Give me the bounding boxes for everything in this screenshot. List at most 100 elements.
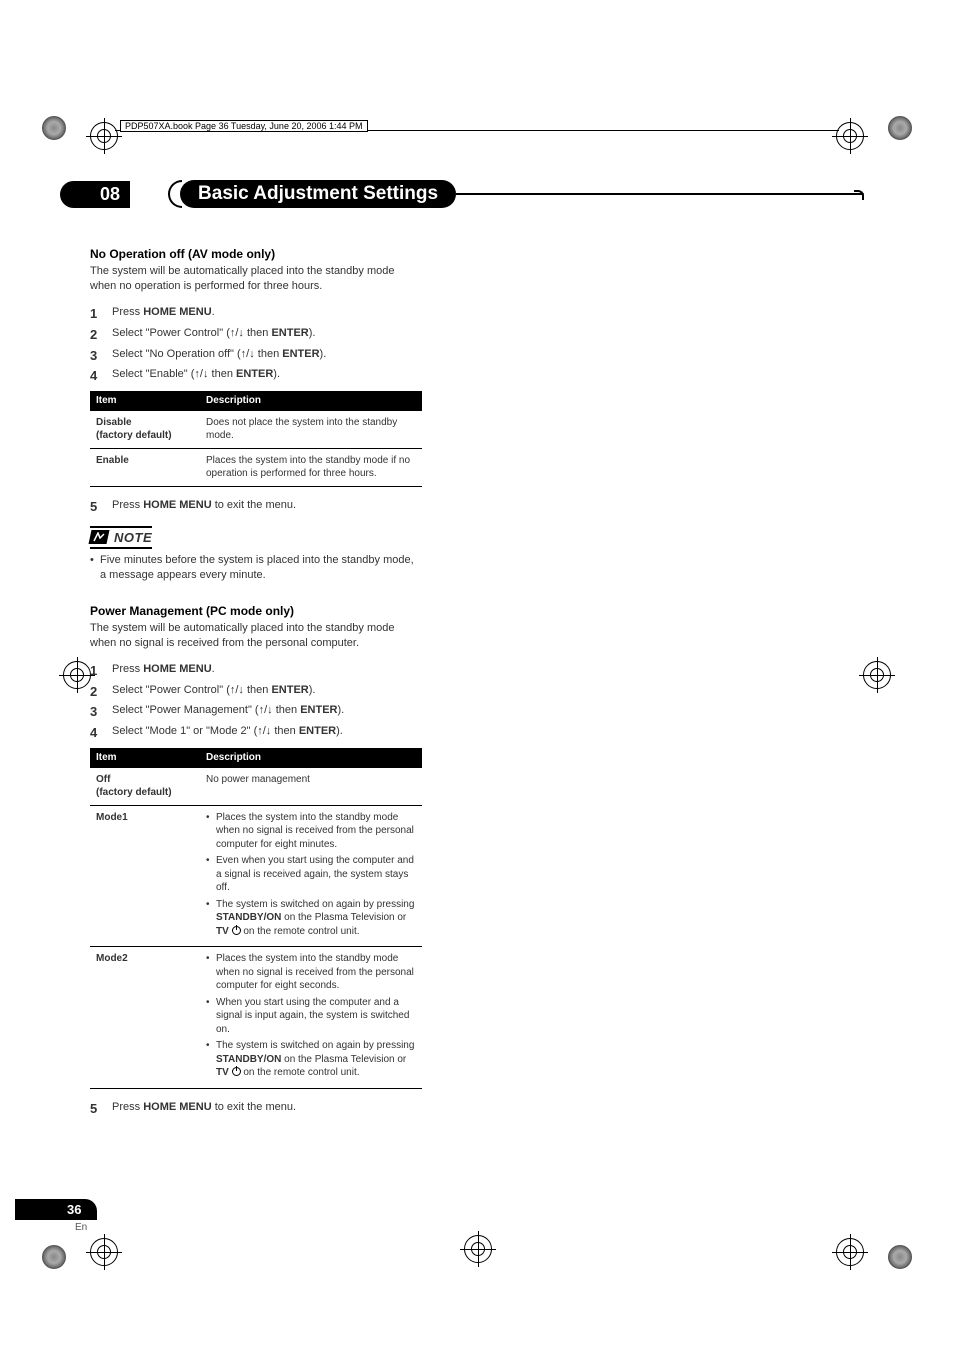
page-language: En	[75, 1222, 137, 1233]
table-row: Enable Places the system into the standb…	[90, 448, 422, 486]
desc-key: STANDBY/ON	[216, 1054, 281, 1065]
options-table: Item Description Disable (factory default…	[90, 391, 422, 487]
item-name: Disable	[96, 417, 132, 428]
desc-text: on the remote control unit.	[241, 926, 360, 937]
step-text: then	[273, 704, 301, 716]
crop-ornament	[42, 116, 66, 140]
crop-target-icon	[863, 661, 891, 689]
step-text: then	[244, 684, 272, 696]
step-text: then	[255, 348, 283, 360]
step-text: Press	[112, 1101, 143, 1113]
header-reference: PDP507XA.book Page 36 Tuesday, June 20, …	[120, 120, 368, 132]
step-item: Press HOME MENU.	[90, 302, 422, 323]
table-row: Off(factory default) No power management	[90, 768, 422, 806]
table-cell-desc: Places the system into the standby mode …	[200, 947, 422, 1089]
desc-text: on the remote control unit.	[241, 1067, 360, 1078]
step-text: ).	[336, 725, 343, 737]
step-text: .	[212, 663, 215, 675]
chapter-header: 08 Basic Adjustment Settings	[90, 180, 864, 208]
page-footer: 36 En	[55, 1199, 137, 1233]
note-body: Five minutes before the system is placed…	[90, 553, 422, 583]
step-item: Press HOME MENU.	[90, 659, 422, 680]
step-item: Press HOME MENU to exit the menu.	[90, 495, 422, 516]
arrow-icon: ↑/↓	[230, 327, 244, 339]
step-text: ).	[337, 704, 344, 716]
step-item: Press HOME MENU to exit the menu.	[90, 1097, 422, 1118]
step-text: ).	[309, 327, 316, 339]
table-cell-item: Disable (factory default)	[90, 411, 200, 449]
step-text: ).	[309, 684, 316, 696]
crop-ornament	[888, 1245, 912, 1269]
step-text: Press	[112, 306, 143, 318]
note-icon	[89, 530, 110, 544]
step-key: ENTER	[236, 368, 273, 380]
desc-key: TV	[216, 1067, 229, 1078]
arrow-icon: ↑/↓	[257, 725, 271, 737]
table-header: Description	[200, 748, 422, 768]
desc-key: TV	[216, 926, 229, 937]
item-name: Off	[96, 774, 110, 785]
section-title: No Operation off (AV mode only)	[90, 246, 422, 262]
table-header: Description	[200, 391, 422, 411]
table-cell-item: Mode2	[90, 947, 200, 1089]
step-key: HOME MENU	[143, 306, 211, 318]
arrow-icon: ↑/↓	[194, 368, 208, 380]
table-cell-desc: Does not place the system into the stand…	[200, 411, 422, 449]
step-key: ENTER	[271, 327, 308, 339]
crop-target-icon	[464, 1235, 492, 1263]
step-item: Select "Mode 1" or "Mode 2" (↑/↓ then EN…	[90, 721, 422, 742]
step-text: ).	[320, 348, 327, 360]
arrow-icon: ↑/↓	[241, 348, 255, 360]
desc-item: The system is switched on again by press…	[206, 898, 416, 939]
step-key: HOME MENU	[143, 499, 211, 511]
step-text: Select "Power Control" (	[112, 327, 230, 339]
table-cell-item: Mode1	[90, 805, 200, 947]
desc-text: The system is switched on again by press…	[216, 899, 414, 910]
chapter-number: 08	[60, 181, 130, 208]
note-label: NOTE	[114, 529, 152, 547]
crop-target-icon	[90, 122, 118, 150]
item-sub: (factory default)	[96, 430, 172, 441]
table-row: Mode1 Places the system into the standby…	[90, 805, 422, 947]
desc-item: Places the system into the standby mode …	[206, 952, 416, 993]
step-text: then	[271, 725, 299, 737]
step-text: Select "Power Management" (	[112, 704, 259, 716]
step-item: Select "Power Management" (↑/↓ then ENTE…	[90, 700, 422, 721]
desc-item: Places the system into the standby mode …	[206, 811, 416, 852]
step-text: Select "No Operation off" (	[112, 348, 241, 360]
table-cell-item: Off(factory default)	[90, 768, 200, 806]
step-text: to exit the menu.	[212, 1101, 296, 1113]
options-table: Item Description Off(factory default) No…	[90, 748, 422, 1089]
desc-text: on the Plasma Television or	[281, 912, 406, 923]
crop-target-icon	[836, 1238, 864, 1266]
table-row: Disable (factory default) Does not place …	[90, 411, 422, 449]
steps-list: Press HOME MENU to exit the menu.	[90, 495, 422, 516]
section-intro: The system will be automatically placed …	[90, 264, 422, 294]
desc-text: The system is switched on again by press…	[216, 1040, 414, 1051]
step-item: Select "No Operation off" (↑/↓ then ENTE…	[90, 344, 422, 365]
arrow-icon: ↑/↓	[259, 704, 273, 716]
table-cell-item: Enable	[90, 448, 200, 486]
steps-list: Press HOME MENU. Select "Power Control" …	[90, 659, 422, 742]
step-text: Press	[112, 499, 143, 511]
step-text: then	[244, 327, 272, 339]
chapter-title: Basic Adjustment Settings	[180, 180, 456, 208]
crop-target-icon	[90, 1238, 118, 1266]
power-icon	[232, 1067, 241, 1076]
chapter-rule	[456, 193, 864, 195]
step-text: Select "Mode 1" or "Mode 2" (	[112, 725, 257, 737]
step-key: ENTER	[299, 725, 336, 737]
desc-text: on the Plasma Television or	[281, 1054, 406, 1065]
section-intro: The system will be automatically placed …	[90, 621, 422, 651]
table-row: Mode2 Places the system into the standby…	[90, 947, 422, 1089]
step-text: to exit the menu.	[212, 499, 296, 511]
table-header: Item	[90, 748, 200, 768]
step-key: HOME MENU	[143, 663, 211, 675]
table-cell-desc: Places the system into the standby mode …	[200, 448, 422, 486]
arrow-icon: ↑/↓	[230, 684, 244, 696]
section-title: Power Management (PC mode only)	[90, 603, 422, 619]
steps-list: Press HOME MENU. Select "Power Control" …	[90, 302, 422, 385]
steps-list: Press HOME MENU to exit the menu.	[90, 1097, 422, 1118]
page-number: 36	[15, 1199, 97, 1220]
table-header: Item	[90, 391, 200, 411]
